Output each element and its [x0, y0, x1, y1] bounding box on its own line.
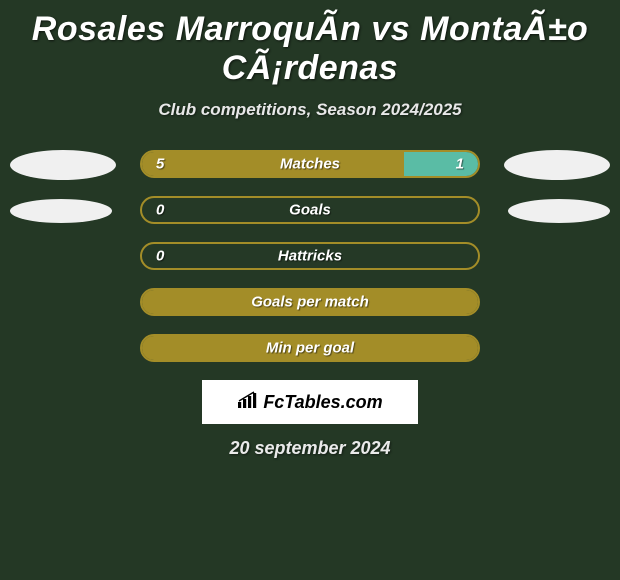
stat-bar: Matches51	[140, 150, 480, 178]
stat-bar: Hattricks0	[140, 242, 480, 270]
bar-chart-icon	[237, 391, 259, 414]
date-label: 20 september 2024	[0, 438, 620, 459]
stat-row: Goals0	[0, 196, 620, 226]
stat-label: Hattricks	[142, 248, 478, 265]
stat-value-left: 0	[156, 202, 164, 219]
logo: FcTables.com	[237, 391, 382, 414]
stat-bar: Min per goal	[140, 334, 480, 362]
page-title: Rosales MarroquÃ­n vs MontaÃ±o CÃ¡rdenas	[0, 0, 620, 92]
bar-fill-left	[142, 290, 478, 314]
stat-label: Goals	[142, 202, 478, 219]
stat-value-left: 0	[156, 248, 164, 265]
stats-container: Matches51Goals0Hattricks0Goals per match…	[0, 150, 620, 364]
subtitle: Club competitions, Season 2024/2025	[0, 100, 620, 120]
bar-fill-left	[142, 336, 478, 360]
player-avatar-right	[504, 150, 610, 180]
bar-fill-left	[142, 152, 404, 176]
stat-row: Hattricks0	[0, 242, 620, 272]
bar-fill-right	[404, 152, 478, 176]
player-avatar-right	[508, 199, 610, 223]
stat-bar: Goals0	[140, 196, 480, 224]
player-avatar-left	[10, 199, 112, 223]
logo-text: FcTables.com	[263, 392, 382, 413]
logo-box: FcTables.com	[202, 380, 418, 424]
player-avatar-left	[10, 150, 116, 180]
stat-bar: Goals per match	[140, 288, 480, 316]
stat-row: Goals per match	[0, 288, 620, 318]
stat-row: Min per goal	[0, 334, 620, 364]
stat-row: Matches51	[0, 150, 620, 180]
